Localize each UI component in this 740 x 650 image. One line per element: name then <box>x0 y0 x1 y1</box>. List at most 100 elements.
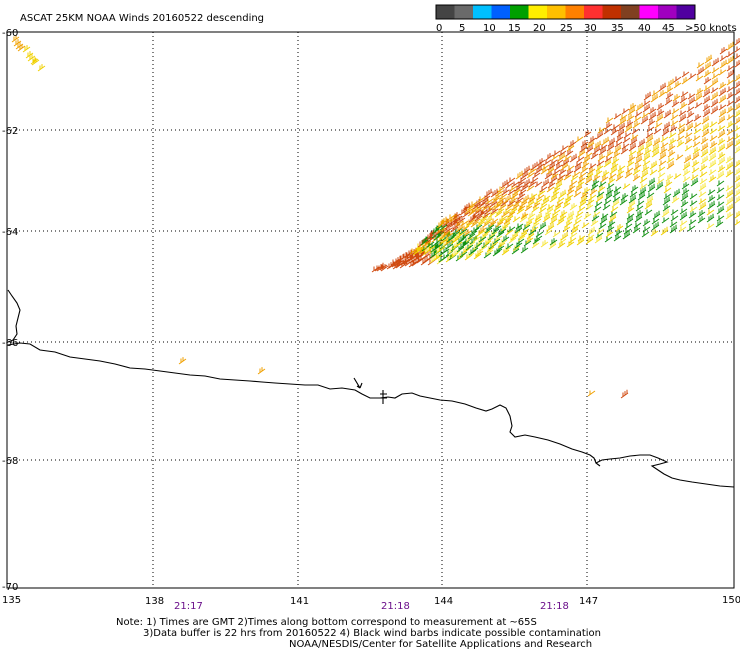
wind-barb <box>672 188 681 198</box>
wind-barb <box>624 123 633 133</box>
wind-barb <box>436 219 445 229</box>
wind-barb <box>626 114 635 122</box>
wind-barb <box>439 216 448 226</box>
wind-barb <box>524 218 533 228</box>
wind-barb <box>605 117 614 124</box>
wind-barb <box>715 220 724 228</box>
wind-barb <box>532 172 541 179</box>
wind-barb <box>621 143 630 150</box>
wind-barb <box>700 155 709 165</box>
lat-label-64: -64 <box>2 227 18 238</box>
wind-barb <box>588 163 597 170</box>
wind-barb <box>565 194 574 201</box>
wind-barb <box>734 110 740 118</box>
wind-barb <box>653 128 662 135</box>
wind-barb <box>642 152 651 162</box>
wind-barb <box>598 223 607 230</box>
wind-barb <box>449 218 458 228</box>
wind-barb <box>577 206 586 213</box>
wind-barb <box>570 175 579 182</box>
wind-barb <box>669 221 678 228</box>
wind-barb <box>642 100 651 107</box>
wind-barb <box>681 188 690 196</box>
wind-barb <box>699 164 708 172</box>
wind-barb <box>673 76 682 83</box>
wind-barb <box>629 191 638 198</box>
wind-barb <box>515 197 524 204</box>
wind-barb <box>519 229 528 239</box>
wind-barb <box>617 122 626 132</box>
wind-barb <box>27 54 36 62</box>
wind-barb <box>692 141 701 148</box>
wind-barb <box>600 213 609 220</box>
wind-barb <box>592 145 601 155</box>
wind-barb <box>577 235 586 242</box>
wind-barb <box>580 166 589 174</box>
wind-barb <box>622 183 631 190</box>
wind-barb <box>409 248 418 255</box>
wind-barb <box>588 136 597 144</box>
wind-barb <box>678 110 687 117</box>
wind-barb <box>655 113 664 123</box>
wind-barb <box>628 150 637 157</box>
wind-barb <box>679 208 688 215</box>
wind-barb <box>702 95 711 105</box>
wind-barb <box>633 222 642 229</box>
wind-barb <box>625 120 634 128</box>
wind-barb <box>718 69 727 76</box>
legend-swatch <box>584 5 603 19</box>
wind-barb <box>538 207 547 214</box>
wind-barb <box>574 183 583 193</box>
wind-barb <box>593 206 602 213</box>
wind-barb <box>658 151 667 161</box>
wind-barb <box>651 221 660 231</box>
wind-barb <box>482 212 491 219</box>
wind-barb <box>734 168 740 176</box>
wind-barb <box>512 186 521 196</box>
wind-barb <box>527 194 536 204</box>
wind-barb <box>578 198 587 208</box>
wind-barb <box>734 139 740 147</box>
wind-barb <box>624 223 633 230</box>
wind-barb <box>691 160 700 168</box>
lat-label-68: -68 <box>2 456 18 467</box>
longitude-labels: 135 138 141 144 147 150 <box>2 595 740 607</box>
wind-barb <box>518 177 527 184</box>
wind-barb <box>598 181 607 188</box>
wind-barb <box>484 215 493 225</box>
wind-barb <box>563 195 572 205</box>
wind-barb <box>644 209 653 216</box>
wind-barb <box>684 132 693 139</box>
wind-barb <box>550 213 559 220</box>
wind-barb <box>549 193 558 203</box>
wind-barb <box>537 158 546 166</box>
wind-barb <box>662 121 671 131</box>
wind-barb <box>563 155 572 162</box>
wind-barb <box>725 170 734 178</box>
wind-barb <box>619 114 628 121</box>
wind-barb <box>546 165 555 175</box>
time-label-3: 21:18 <box>540 601 569 612</box>
wind-barb <box>503 194 512 204</box>
wind-barb <box>716 201 725 208</box>
wind-barb <box>641 112 650 119</box>
wind-barb <box>725 140 734 150</box>
wind-barb <box>703 77 712 85</box>
wind-barb <box>709 128 718 135</box>
wind-barb <box>515 170 524 180</box>
wind-barb <box>613 234 622 242</box>
wind-barb <box>627 106 636 116</box>
wind-barb <box>609 165 618 175</box>
wind-barb <box>544 170 553 180</box>
wind-barb <box>660 136 669 143</box>
wind-barb <box>435 242 444 249</box>
wind-barb <box>11 35 20 43</box>
wind-barb <box>257 367 266 375</box>
wind-barb <box>620 147 629 155</box>
wind-barb <box>539 203 548 210</box>
wind-barb <box>595 164 604 172</box>
wind-barb <box>726 55 735 65</box>
time-label-1: 21:17 <box>174 601 203 612</box>
wind-barb <box>682 176 691 183</box>
